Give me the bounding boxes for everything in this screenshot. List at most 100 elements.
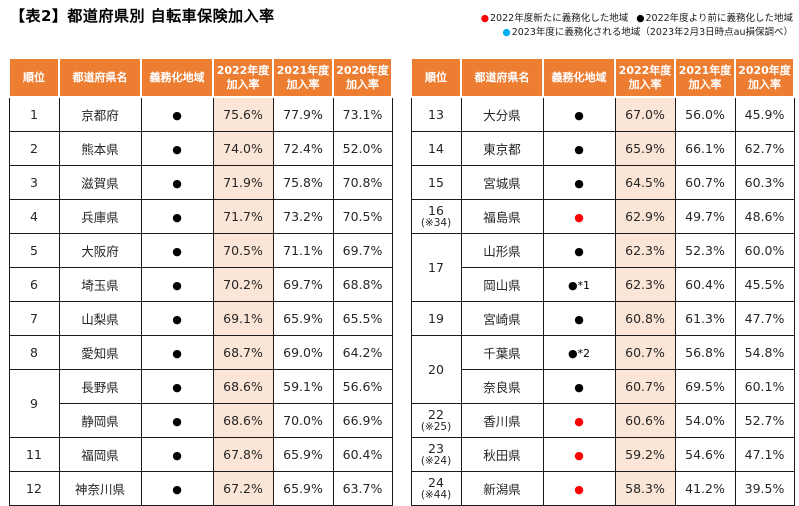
rate-2020-cell: 60.1% bbox=[734, 369, 795, 404]
rank-value: 6 bbox=[30, 276, 38, 292]
rate-2021-cell: 66.1% bbox=[674, 131, 736, 166]
rate-2022-cell: 69.1% bbox=[212, 301, 274, 336]
rate-2022-cell: 67.8% bbox=[212, 437, 274, 472]
rate-2020-cell: 60.3% bbox=[734, 165, 795, 200]
column-header-label: 順位 bbox=[425, 70, 447, 84]
column-header: 義務化地域 bbox=[140, 57, 214, 98]
table-row: 14 東京都 ● 65.9% 66.1% 62.7% bbox=[410, 131, 795, 166]
table-row: 16 (※34) 福島県 ● 62.9% 49.7% 48.6% bbox=[410, 199, 795, 234]
rank-cell: 11 bbox=[8, 437, 60, 472]
tables-container: 順位 都道府県名 義務化地域 2022年度 加入率 2021年度 加入率 2020年度 加入率 1… bbox=[8, 57, 795, 506]
legend-item: ●2023年度に義務化される地域（2023年2月3日時点au損保調べ） bbox=[502, 27, 793, 38]
column-header-label: 2020年度 bbox=[738, 63, 791, 77]
rate-2021-cell: 49.7% bbox=[674, 199, 736, 234]
page-title: 【表2】都道府県別 自転車保険加入率 bbox=[10, 7, 275, 25]
rate-2020-cell: 66.9% bbox=[332, 403, 393, 438]
prefecture-cell: 静岡県 bbox=[58, 403, 142, 438]
table-row: 5 大阪府 ● 70.5% 71.1% 69.7% bbox=[8, 233, 393, 268]
legend-item: ●2022年度より前に義務化した地域 bbox=[636, 13, 793, 24]
rank-cell: 9 bbox=[8, 369, 60, 438]
rate-2021-cell: 60.7% bbox=[674, 165, 736, 200]
rate-2022-cell: 71.9% bbox=[212, 165, 274, 200]
rank-value: 16 bbox=[428, 203, 444, 218]
prefecture-cell: 滋賀県 bbox=[58, 165, 142, 200]
column-header-label: 加入率 bbox=[286, 77, 320, 91]
mandate-mark-cell: ● bbox=[542, 199, 616, 234]
legend-item: ●2022年度新たに義務化した地域 bbox=[481, 13, 628, 24]
rank-value: 1 bbox=[30, 106, 38, 122]
column-header-label: 都道府県名 bbox=[72, 70, 128, 84]
rate-2020-cell: 70.5% bbox=[332, 199, 393, 234]
prefecture-cell: 兵庫県 bbox=[58, 199, 142, 234]
column-header: 2021年度 加入率 bbox=[674, 57, 736, 98]
rate-2021-cell: 65.9% bbox=[272, 437, 334, 472]
table-row: 4 兵庫県 ● 71.7% 73.2% 70.5% bbox=[8, 199, 393, 234]
table-row: 岡山県 ●*1 62.3% 60.4% 45.5% bbox=[411, 267, 795, 302]
rate-2020-cell: 60.4% bbox=[332, 437, 393, 472]
black-dot-icon: ● bbox=[574, 381, 584, 394]
rank-value: 19 bbox=[428, 310, 444, 326]
rate-2021-cell: 56.8% bbox=[674, 335, 736, 370]
rate-2020-cell: 62.7% bbox=[734, 131, 795, 166]
mandate-mark-cell: ●*2 bbox=[542, 335, 616, 370]
red-dot-icon: ● bbox=[574, 449, 584, 462]
mandate-mark-cell: ● bbox=[140, 233, 214, 268]
rank-cell: 24 (※44) bbox=[410, 471, 462, 506]
column-header-label: 順位 bbox=[23, 70, 45, 84]
mark-suffix: *2 bbox=[577, 347, 591, 360]
column-header: 都道府県名 bbox=[58, 57, 142, 98]
column-header: 義務化地域 bbox=[542, 57, 616, 98]
rank-note: (※24) bbox=[420, 455, 452, 467]
rate-2021-cell: 72.4% bbox=[272, 131, 334, 166]
rank-value: 12 bbox=[26, 480, 42, 496]
table-row: 7 山梨県 ● 69.1% 65.9% 65.5% bbox=[8, 301, 393, 336]
legend-label: 2022年度より前に義務化した地域 bbox=[645, 13, 794, 24]
mandate-mark-cell: ● bbox=[140, 165, 214, 200]
rate-2020-cell: 63.7% bbox=[332, 471, 393, 506]
rate-2020-cell: 56.6% bbox=[332, 369, 393, 404]
rate-2020-cell: 60.0% bbox=[734, 233, 795, 268]
black-dot-icon: ● bbox=[172, 381, 182, 394]
rank-value: 9 bbox=[30, 395, 38, 411]
rank-cell: 6 bbox=[8, 267, 60, 302]
rate-2021-cell: 54.6% bbox=[674, 437, 736, 472]
table-row: 静岡県 ● 68.6% 70.0% 66.9% bbox=[9, 403, 393, 438]
legend: ●2022年度新たに義務化した地域 ●2022年度より前に義務化した地域 ●2023… bbox=[473, 12, 793, 40]
rate-2022-cell: 68.6% bbox=[212, 369, 274, 404]
black-dot-icon: ● bbox=[172, 211, 182, 224]
mandate-mark-cell: ● bbox=[140, 369, 214, 404]
prefecture-cell: 山形県 bbox=[460, 233, 544, 268]
column-header-label: 加入率 bbox=[346, 77, 379, 91]
blue-dot-icon: ● bbox=[502, 27, 511, 38]
mandate-mark-cell: ●*1 bbox=[542, 267, 616, 302]
rate-2022-cell: 62.3% bbox=[614, 233, 676, 268]
legend-line: ●2022年度新たに義務化した地域 ●2022年度より前に義務化した地域 bbox=[473, 12, 793, 26]
prefecture-cell: 埼玉県 bbox=[58, 267, 142, 302]
prefecture-cell: 熊本県 bbox=[58, 131, 142, 166]
rate-2020-cell: 39.5% bbox=[734, 471, 795, 506]
table-row: 2 熊本県 ● 74.0% 72.4% 52.0% bbox=[8, 131, 393, 166]
rank-value: 7 bbox=[30, 310, 38, 326]
rate-2022-cell: 60.8% bbox=[614, 301, 676, 336]
black-dot-icon: ● bbox=[172, 313, 182, 326]
mandate-mark-cell: ● bbox=[140, 301, 214, 336]
column-header: 2022年度 加入率 bbox=[614, 57, 676, 98]
mandate-mark-cell: ● bbox=[542, 301, 616, 336]
rank-cell: 5 bbox=[8, 233, 60, 268]
rate-2020-cell: 64.2% bbox=[332, 335, 393, 370]
black-dot-icon: ● bbox=[574, 177, 584, 190]
column-header-label: 加入率 bbox=[226, 77, 260, 91]
rate-2021-cell: 71.1% bbox=[272, 233, 334, 268]
mandate-mark-cell: ● bbox=[140, 131, 214, 166]
prefecture-cell: 長野県 bbox=[58, 369, 142, 404]
table-row: 20 千葉県 ●*2 60.7% 56.8% 54.8% bbox=[410, 335, 795, 404]
rate-2021-cell: 56.0% bbox=[674, 96, 736, 132]
rate-2022-cell: 68.6% bbox=[212, 403, 274, 438]
black-dot-icon: ● bbox=[172, 415, 182, 428]
rank-cell: 7 bbox=[8, 301, 60, 336]
rank-value: 14 bbox=[428, 140, 444, 156]
rate-2022-cell: 62.9% bbox=[614, 199, 676, 234]
legend-label: 2023年度に義務化される地域（2023年2月3日時点au損保調べ） bbox=[511, 27, 793, 38]
rate-2020-cell: 52.7% bbox=[734, 403, 795, 438]
mandate-mark-cell: ● bbox=[140, 335, 214, 370]
